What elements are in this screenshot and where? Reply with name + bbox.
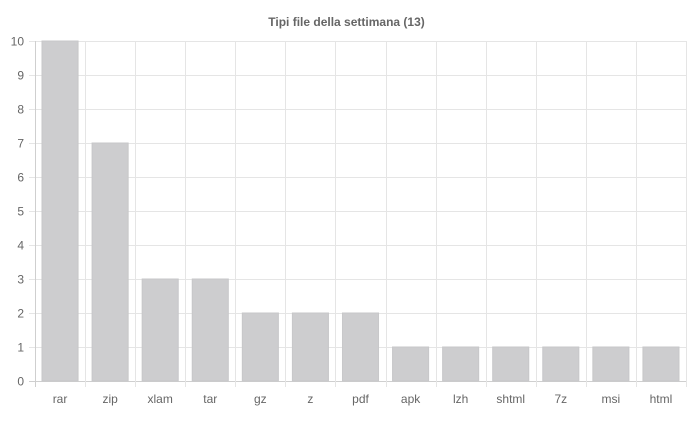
bar-apk (392, 346, 430, 382)
x-tick-label: rar (53, 392, 68, 406)
y-tick-label: 10 (11, 35, 25, 49)
bar-xlam (141, 278, 179, 382)
x-tick-label: shtml (496, 392, 525, 406)
chart-title: Tipi file della settimana (13) (268, 15, 425, 29)
bar-zip (91, 142, 129, 382)
bar-lzh (442, 346, 480, 382)
x-tick-label: pdf (352, 392, 369, 406)
y-tick-label: 1 (17, 341, 24, 355)
y-tick-label: 7 (17, 137, 24, 151)
x-tick-label: tar (203, 392, 217, 406)
bar-gz (241, 312, 279, 382)
bar-rar (41, 40, 79, 382)
x-tick-label: 7z (554, 392, 567, 406)
bar-pdf (341, 312, 380, 382)
y-tick-label: 4 (17, 239, 24, 253)
y-tick-label: 9 (17, 69, 24, 83)
bar-html (642, 346, 680, 382)
y-tick-label: 6 (17, 171, 24, 185)
y-tick-label: 8 (17, 103, 24, 117)
x-tick-label: xlam (148, 392, 173, 406)
y-tick-label: 0 (17, 375, 24, 389)
bar-tar (191, 278, 229, 382)
x-tick-label: msi (602, 392, 621, 406)
bar-msi (592, 346, 630, 382)
y-tick-label: 3 (17, 273, 24, 287)
x-tick-label: z (307, 392, 313, 406)
x-tick-label: apk (401, 392, 421, 406)
x-tick-label: html (650, 392, 673, 406)
x-tick-label: zip (102, 392, 118, 406)
x-tick-label: gz (254, 392, 267, 406)
x-tick-label: lzh (453, 392, 468, 406)
y-tick-label: 2 (17, 307, 24, 321)
y-tick-label: 5 (17, 205, 24, 219)
bar-shtml (492, 346, 530, 382)
bar-z (291, 312, 329, 382)
bar-7z (542, 346, 580, 382)
